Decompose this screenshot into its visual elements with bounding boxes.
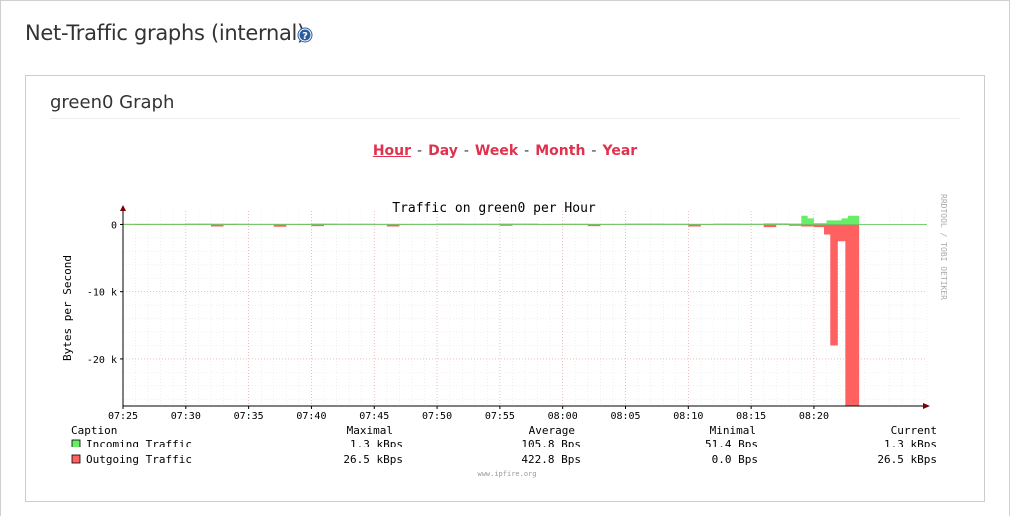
- graph-grid: [122, 211, 928, 406]
- x-tick-label: 07:55: [485, 411, 515, 422]
- x-tick-label: 08:20: [799, 411, 829, 422]
- chart-title: Traffic on green0 per Hour: [392, 201, 596, 216]
- x-tick-label: 07:30: [171, 411, 201, 422]
- chart-footer: www.ipfire.org: [477, 470, 536, 478]
- legend-row-outgoing-cur: 26.5 kBps: [877, 453, 937, 466]
- period-link-day[interactable]: Day: [428, 143, 458, 159]
- help-icon-circle: [297, 27, 313, 43]
- legend-row-incoming-max: 1.3 kBps: [350, 438, 403, 447]
- help-icon[interactable]: ?: [297, 27, 313, 43]
- legend-header-min: Minimal: [710, 424, 756, 437]
- y-tick-label: -10 k: [87, 288, 117, 299]
- x-tick-label: 07:45: [359, 411, 389, 422]
- rrdtool-watermark: RRDTOOL / TOBI OETIKER: [939, 194, 948, 300]
- graph-ticks: 07:25 07:30 07:35 07:40 07:45 07:50 07:55 08:00…: [87, 220, 829, 422]
- x-tick-label: 07:35: [234, 411, 264, 422]
- x-axis-arrow: [923, 403, 930, 409]
- period-nav: Hour - Day - Week - Month - Year: [26, 143, 984, 159]
- help-icon-ring: [298, 28, 312, 42]
- period-link-month[interactable]: Month: [535, 143, 586, 159]
- card-title: green0 Graph: [50, 92, 175, 113]
- help-icon-glyph: ?: [302, 31, 308, 42]
- legend-row-incoming-min: 51.4 Bps: [705, 438, 758, 447]
- period-link-year[interactable]: Year: [602, 143, 638, 159]
- period-separator: -: [417, 143, 423, 159]
- legend-header-avg: Average: [529, 424, 575, 437]
- legend-header-cur: Current: [891, 424, 937, 437]
- series-incoming-area: [123, 215, 860, 225]
- card-divider: [50, 118, 960, 119]
- legend-row-outgoing-name: Outgoing Traffic: [86, 453, 192, 466]
- period-separator: -: [463, 143, 469, 159]
- y-axis-arrow: [120, 205, 126, 211]
- x-tick-label: 07:50: [422, 411, 452, 422]
- legend-row-outgoing-min: 0.0 Bps: [712, 453, 758, 466]
- legend-row-outgoing-max: 26.5 kBps: [343, 453, 403, 466]
- series-outgoing-area: [123, 224, 860, 406]
- period-link-hour[interactable]: Hour: [372, 143, 412, 159]
- x-tick-label: 08:15: [736, 411, 766, 422]
- period-separator: -: [591, 143, 597, 159]
- period-link-week[interactable]: Week: [474, 143, 519, 159]
- graph-axes: [120, 205, 930, 409]
- y-tick-label: 0: [111, 220, 117, 231]
- period-separator: -: [524, 143, 530, 159]
- x-tick-label: 08:10: [673, 411, 703, 422]
- x-tick-label: 07:40: [296, 411, 326, 422]
- y-tick-label: -20 k: [87, 355, 117, 366]
- x-tick-label: 08:00: [548, 411, 578, 422]
- graph-areas: [123, 215, 927, 406]
- legend: Caption Maximal Average Minimal Current …: [71, 424, 937, 447]
- legend-row-outgoing-avg: 422.8 Bps: [521, 453, 581, 466]
- graph-card: green0 Graph Hour - Day - Week - Month - Year 07…: [25, 75, 985, 502]
- legend-header-max: Maximal: [347, 424, 393, 437]
- legend-swatch-outgoing: [71, 454, 81, 464]
- y-axis-label: Bytes per Second: [61, 255, 74, 361]
- legend-row-incoming-avg: 105.8 Bps: [521, 438, 581, 447]
- legend-swatch-incoming: [71, 439, 81, 447]
- x-tick-label: 07:25: [108, 411, 138, 422]
- legend-header-caption: Caption: [71, 424, 117, 437]
- traffic-graph: 07:25 07:30 07:35 07:40 07:45 07:50 07:55 08:00…: [61, 194, 948, 447]
- legend-row-incoming-name: Incoming Traffic: [86, 438, 192, 447]
- legend-row-outgoing: Outgoing Traffic 26.5 kBps 422.8 Bps 0.0…: [71, 453, 937, 478]
- page-title: Net-Traffic graphs (internal): [25, 21, 305, 45]
- x-tick-label: 08:05: [610, 411, 640, 422]
- legend-row-incoming-cur: 1.3 kBps: [884, 438, 937, 447]
